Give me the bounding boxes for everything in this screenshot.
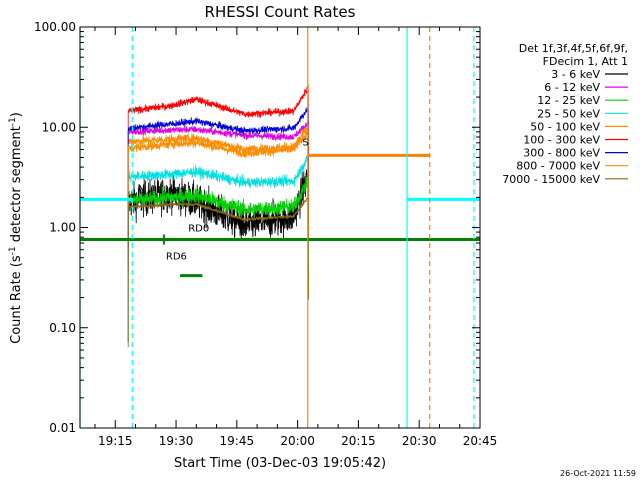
y-axis-label-part2: detector segment	[9, 126, 24, 246]
legend-label-0: 3 - 6 keV	[551, 68, 600, 81]
x-tick-label-1: 19:30	[159, 434, 194, 448]
legend-label-2: 12 - 25 keV	[537, 94, 600, 107]
y-tick-label-3: 10.00	[42, 120, 76, 134]
x-tick-label-2: 19:45	[220, 434, 255, 448]
legend-label-6: 300 - 800 keV	[523, 147, 600, 160]
y-tick-label-0: 0.01	[49, 421, 76, 435]
y-axis-label-part3: )	[9, 112, 24, 117]
series-line-1	[127, 120, 309, 272]
legend-label-7: 800 - 7000 keV	[516, 160, 600, 173]
legend-label-8: 7000 - 15000 keV	[502, 173, 600, 186]
series-line-7	[127, 125, 309, 289]
series-line-2	[127, 173, 309, 341]
legend-header-decim: FDecim 1, Att 1	[543, 55, 628, 68]
y-axis-label-sup2: -1	[8, 117, 18, 126]
axes-layer: 0.01 0.10 1.00 10.00 100.00 19:15 19:30 19:45 20…	[34, 20, 497, 448]
x-tick-label-3: 20:00	[280, 434, 315, 448]
series-line-8	[127, 197, 309, 348]
chart-title: RHESSI Count Rates	[205, 3, 356, 21]
annotation-rd6: RD6	[166, 252, 187, 263]
series-line-4	[127, 123, 309, 282]
series-line-5	[127, 84, 309, 252]
legend-header-detectors: Det 1f,3f,4f,5f,6f,9f,	[519, 42, 628, 55]
annotation-saa: S	[302, 137, 308, 148]
legend-label-5: 100 - 300 keV	[523, 134, 600, 147]
y-axis-label-sup1: -1	[8, 246, 18, 255]
x-tick-label-5: 20:30	[402, 434, 437, 448]
x-tick-label-0: 19:15	[98, 434, 133, 448]
annotation-night: N	[138, 183, 145, 194]
generated-timestamp: 26-Oct-2021 11:59	[560, 469, 636, 478]
x-tick-label-4: 20:15	[341, 434, 376, 448]
x-axis-label: Start Time (03-Dec-03 19:05:42)	[174, 456, 386, 471]
y-tick-label-1: 0.10	[49, 321, 76, 335]
legend-label-1: 6 - 12 keV	[544, 81, 600, 94]
y-axis-label-part1: Count Rate (s	[9, 255, 24, 344]
series-layer	[127, 84, 309, 348]
legend: Det 1f,3f,4f,5f,6f,9f, FDecim 1, Att 1 3…	[502, 42, 628, 186]
y-tick-label-4: 100.00	[34, 20, 76, 34]
y-axis-label: Count Rate (s-1 detector segment-1)	[8, 112, 24, 344]
series-line-6	[127, 106, 309, 269]
x-tick-label-6: 20:45	[463, 434, 498, 448]
y-tick-label-2: 1.00	[49, 221, 76, 235]
series-line-3	[127, 155, 309, 317]
legend-label-4: 50 - 100 keV	[530, 120, 600, 133]
legend-label-3: 25 - 50 keV	[537, 107, 600, 120]
annotation-rd0: RD0	[188, 224, 209, 235]
